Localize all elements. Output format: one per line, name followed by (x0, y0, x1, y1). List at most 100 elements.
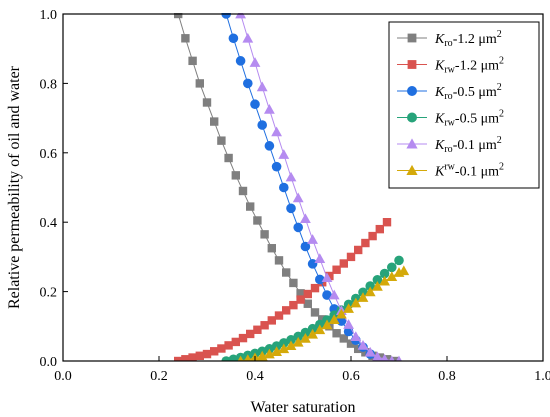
data-point (243, 78, 253, 89)
data-point (318, 315, 327, 324)
legend-label: Kro-0.5 μm2 (434, 82, 502, 102)
data-point (181, 34, 190, 43)
data-point (181, 355, 190, 361)
x-tick-label: 0.2 (150, 369, 168, 384)
data-point (354, 245, 363, 255)
data-point (310, 308, 320, 317)
data-point (350, 331, 362, 342)
data-point (286, 335, 296, 345)
x-tick-label: 0.4 (246, 369, 264, 384)
data-point (382, 355, 392, 361)
y-tick-label: 0.6 (40, 147, 58, 162)
x-tick-label: 0.0 (54, 369, 72, 384)
data-point (296, 295, 305, 304)
data-point (282, 268, 291, 277)
data-point (300, 213, 311, 224)
legend-marker (407, 60, 417, 69)
legend-label: Kro-1.2 μm2 (434, 29, 502, 49)
series-1 (174, 218, 392, 361)
data-point (278, 149, 290, 159)
data-point (300, 333, 311, 343)
data-point (228, 354, 239, 361)
data-point (188, 353, 197, 361)
data-point (379, 268, 390, 279)
legend-marker (406, 164, 418, 175)
data-point (364, 286, 376, 297)
x-tick-label: 0.6 (342, 369, 360, 384)
data-point (174, 13, 183, 19)
legend-label: Krw-1.2 μm2 (434, 56, 504, 76)
data-point (238, 186, 248, 196)
legend-marker (406, 138, 418, 149)
y-tick-label: 1.0 (40, 8, 58, 23)
data-point (321, 319, 333, 330)
data-point (210, 347, 219, 356)
data-point (250, 99, 260, 110)
data-point (285, 171, 297, 182)
x-tick-label: 1.0 (534, 369, 550, 384)
data-point (321, 272, 333, 283)
y-tick-label: 0.4 (40, 216, 58, 231)
axis-ticks: 0.0 0.2 0.4 0.6 0.8 1.0 0.0 0.2 0.4 0.6 0.8 1.0 (40, 8, 550, 384)
data-point (296, 289, 305, 298)
data-point (372, 280, 383, 291)
data-point (339, 334, 348, 343)
legend-label: Krw-0.5 μm2 (434, 109, 504, 129)
data-point (388, 355, 395, 361)
data-point (246, 329, 255, 339)
data-point (224, 153, 233, 163)
data-point (264, 104, 275, 114)
data-point (357, 339, 369, 350)
data-point (343, 303, 354, 313)
data-point (346, 339, 356, 348)
data-point (307, 259, 318, 269)
series-line (225, 13, 378, 361)
data-point (382, 218, 392, 227)
x-tick-label: 0.8 (438, 369, 456, 384)
x-axis-title: Water saturation (251, 399, 356, 416)
data-point (293, 331, 304, 342)
y-tick-label: 0.2 (40, 286, 58, 301)
data-point (238, 333, 248, 343)
data-point (350, 297, 362, 308)
data-point (235, 56, 246, 66)
data-point (231, 337, 240, 347)
data-point (195, 79, 204, 88)
data-point (325, 271, 334, 281)
data-point (307, 328, 318, 339)
data-point (286, 203, 296, 214)
data-point (364, 346, 376, 357)
legend-marker (407, 33, 417, 43)
data-point (231, 171, 240, 180)
data-point (278, 343, 290, 354)
data-point (346, 252, 356, 262)
data-point (174, 356, 183, 361)
data-point (264, 141, 275, 151)
data-point (228, 33, 239, 44)
legend-label: Kro-0.1 μm2 (434, 135, 502, 155)
data-point (246, 202, 255, 211)
data-point (303, 289, 312, 299)
data-point (396, 355, 402, 361)
data-point (271, 161, 282, 172)
data-point (285, 340, 297, 351)
data-point (221, 356, 231, 361)
data-point (253, 325, 262, 334)
legend-entry: Kro-1.2 μm2 (397, 29, 502, 49)
legend-box (388, 21, 540, 189)
data-point (293, 222, 304, 233)
data-point (332, 265, 341, 274)
legend-marker (407, 112, 417, 123)
legend-entry: Krw-1.2 μm2 (397, 56, 504, 76)
legend-entry: Krw-0.1 μm2 (397, 162, 504, 180)
data-point (256, 81, 268, 92)
data-point (314, 253, 326, 263)
data-point (339, 259, 348, 268)
data-point (361, 238, 370, 248)
data-point (188, 56, 197, 66)
data-point (195, 351, 204, 360)
data-point (271, 126, 282, 137)
data-point (332, 329, 341, 338)
data-point (310, 283, 320, 293)
